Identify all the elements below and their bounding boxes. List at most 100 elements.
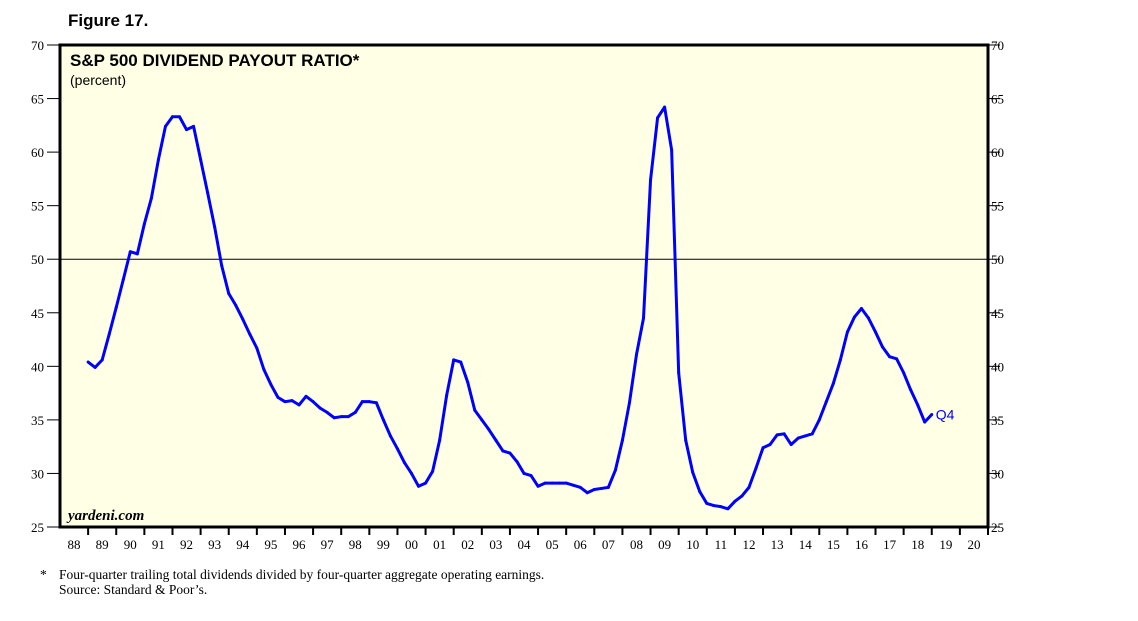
data-point [529, 474, 533, 478]
x-tick-label: 19 [939, 537, 952, 552]
data-point [606, 485, 610, 489]
data-point [304, 394, 308, 398]
x-tick-label: 08 [630, 537, 643, 552]
data-point [599, 486, 603, 490]
data-point [185, 128, 189, 132]
data-point [206, 191, 210, 195]
footnote-definition: Four-quarter trailing total dividends di… [59, 567, 545, 582]
data-point [290, 399, 294, 403]
data-point [402, 461, 406, 465]
data-point [262, 368, 266, 372]
footnote-marker: * [40, 567, 47, 582]
data-point [480, 418, 484, 422]
data-point [754, 466, 758, 470]
data-point [128, 250, 132, 254]
x-tick-label: 89 [96, 537, 109, 552]
x-tick-label: 01 [433, 537, 446, 552]
data-point [930, 413, 934, 417]
data-point [859, 306, 863, 310]
data-point [473, 408, 477, 412]
x-tick-label: 90 [124, 537, 137, 552]
data-point [817, 418, 821, 422]
data-point [325, 410, 329, 414]
data-point [691, 470, 695, 474]
data-point [395, 447, 399, 451]
data-point [255, 346, 259, 350]
x-tick-label: 00 [405, 537, 418, 552]
data-point [100, 358, 104, 362]
data-point [740, 494, 744, 498]
data-point [726, 507, 730, 511]
x-tick-label: 95 [264, 537, 277, 552]
data-point [564, 481, 568, 485]
x-tick-label: 12 [742, 537, 755, 552]
data-point [557, 481, 561, 485]
chart-subtitle: (percent) [70, 72, 126, 88]
data-point [852, 315, 856, 319]
data-point [620, 438, 624, 442]
y-tick-label-right: 35 [991, 413, 1004, 428]
data-point [789, 443, 793, 447]
y-tick-label-right: 55 [991, 199, 1004, 214]
x-tick-label: 09 [658, 537, 671, 552]
watermark: yardeni.com [66, 508, 144, 524]
data-point [494, 438, 498, 442]
y-tick-label-right: 30 [991, 466, 1004, 481]
data-point [445, 393, 449, 397]
y-tick-label-left: 60 [31, 145, 44, 160]
y-tick-label-left: 50 [31, 252, 44, 267]
data-point [698, 490, 702, 494]
y-tick-label-left: 55 [31, 199, 44, 214]
data-point [234, 303, 238, 307]
y-tick-label-left: 45 [31, 306, 44, 321]
data-point [677, 371, 681, 375]
data-point [438, 438, 442, 442]
x-tick-label: 10 [686, 537, 699, 552]
y-tick-label-right: 45 [991, 306, 1004, 321]
data-point [248, 332, 252, 336]
footnote: * Four-quarter trailing total dividends … [40, 567, 544, 597]
x-tick-label: 16 [855, 537, 869, 552]
data-point [895, 357, 899, 361]
data-point [163, 124, 167, 128]
data-point [501, 449, 505, 453]
data-point [353, 410, 357, 414]
data-point [241, 317, 245, 321]
y-tick-label-right: 65 [991, 92, 1004, 107]
x-tick-label: 06 [574, 537, 588, 552]
x-tick-label: 20 [967, 537, 980, 552]
data-point [367, 400, 371, 404]
data-point [156, 158, 160, 162]
data-point [417, 484, 421, 488]
data-point [487, 428, 491, 432]
y-tick-label-left: 40 [31, 359, 44, 374]
data-point [719, 505, 723, 509]
data-point [381, 418, 385, 422]
data-point [649, 178, 653, 182]
data-point [923, 420, 927, 424]
data-point [192, 124, 196, 128]
data-point [339, 415, 343, 419]
data-point [170, 115, 174, 119]
data-point [388, 434, 392, 438]
y-tick-label-right: 60 [991, 145, 1004, 160]
end-label-q4: Q4 [936, 407, 955, 423]
data-point [810, 432, 814, 436]
data-point [114, 305, 118, 309]
x-tick-label: 13 [771, 537, 784, 552]
x-tick-label: 15 [827, 537, 840, 552]
data-point [775, 433, 779, 437]
data-point [318, 406, 322, 410]
data-point [585, 491, 589, 495]
data-point [733, 499, 737, 503]
data-point [824, 400, 828, 404]
data-point [199, 158, 203, 162]
data-point [410, 471, 414, 475]
x-tick-label: 88 [68, 537, 81, 552]
data-point [178, 115, 182, 119]
data-point [838, 358, 842, 362]
data-point [86, 360, 90, 364]
data-point [311, 400, 315, 404]
x-tick-label: 18 [911, 537, 924, 552]
